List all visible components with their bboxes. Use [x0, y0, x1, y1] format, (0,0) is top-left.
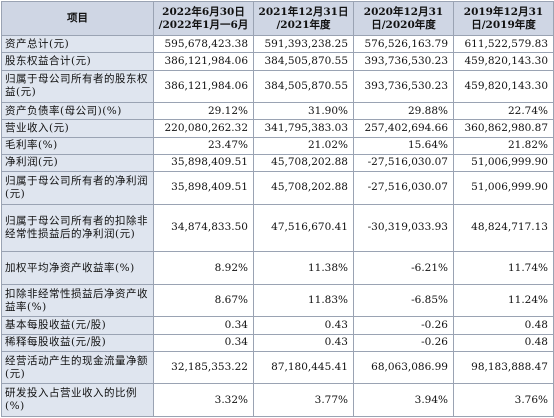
- row-label: 资产负债率(母公司)(%): [1, 102, 154, 121]
- table-row: 研发投入占营业收入的比例(%) 3.32% 3.77% 3.94% 3.76%: [1, 383, 554, 417]
- header-2020: 2020年12月31 日/2020年度: [353, 1, 454, 36]
- cell-value: -27,516,030.07: [353, 153, 454, 173]
- row-label: 研发投入占营业收入的比例(%): [1, 383, 154, 417]
- cell-value: 8.92%: [153, 251, 254, 285]
- table-row: 加权平均净资产收益率(%) 8.92% 11.38% -6.21% 11.74%: [1, 251, 554, 285]
- cell-value: 47,516,670.41: [253, 203, 354, 253]
- cell-value: 3.94%: [353, 383, 454, 417]
- cell-value: -6.21%: [353, 251, 454, 285]
- cell-value: 98,183,888.47: [453, 350, 554, 385]
- cell-value: 0.48: [453, 333, 554, 352]
- cell-value: 34,874,833.50: [153, 203, 254, 253]
- cell-value: 21.82%: [453, 136, 554, 155]
- cell-value: 11.74%: [453, 251, 554, 285]
- row-label: 归属于母公司所有者的扣除非经常性损益后的净利润(元): [1, 203, 154, 253]
- cell-value: 384,505,870.55: [253, 52, 354, 71]
- cell-value: 8.67%: [153, 283, 254, 318]
- table-row: 营业收入(元) 220,080,262.32 341,795,383.03 25…: [1, 119, 554, 138]
- cell-value: 35,898,409.51: [153, 171, 254, 205]
- cell-value: -27,516,030.07: [353, 171, 454, 205]
- cell-value: 11.24%: [453, 283, 554, 318]
- cell-value: 51,006,999.90: [453, 153, 554, 173]
- cell-value: -0.26: [353, 333, 454, 352]
- cell-value: -6.85%: [353, 283, 454, 318]
- table-row: 归属于母公司所有者的股东权益(元) 386,121,984.06 384,505…: [1, 69, 554, 104]
- cell-value: 29.88%: [353, 102, 454, 121]
- cell-value: 31.90%: [253, 102, 354, 121]
- cell-value: 595,678,423.38: [153, 34, 254, 54]
- row-label: 净利润(元): [1, 153, 154, 173]
- cell-value: 32,185,353.22: [153, 350, 254, 385]
- cell-value: 48,824,717.13: [453, 203, 554, 253]
- row-label: 扣除非经常性损益后净资产收益率(%): [1, 283, 154, 318]
- cell-value: 611,522,579.83: [453, 34, 554, 54]
- row-label: 归属于母公司所有者的股东权益(元): [1, 69, 154, 104]
- cell-value: 0.34: [153, 333, 254, 352]
- cell-value: 35,898,409.51: [153, 153, 254, 173]
- cell-value: 3.32%: [153, 383, 254, 417]
- table-row: 基本每股收益(元/股) 0.34 0.43 -0.26 0.48: [1, 316, 554, 335]
- cell-value: 459,820,143.30: [453, 52, 554, 71]
- table-row: 股东权益合计(元) 386,121,984.06 384,505,870.55 …: [1, 52, 554, 71]
- row-label: 营业收入(元): [1, 119, 154, 138]
- cell-value: 3.76%: [453, 383, 554, 417]
- table-row: 归属于母公司所有者的扣除非经常性损益后的净利润(元) 34,874,833.50…: [1, 203, 554, 253]
- cell-value: 0.34: [153, 316, 254, 335]
- table-row: 稀释每股收益(元/股) 0.34 0.43 -0.26 0.48: [1, 333, 554, 352]
- cell-value: 15.64%: [353, 136, 454, 155]
- table-row: 扣除非经常性损益后净资产收益率(%) 8.67% 11.83% -6.85% 1…: [1, 283, 554, 318]
- row-label: 加权平均净资产收益率(%): [1, 251, 154, 285]
- cell-value: -30,319,033.93: [353, 203, 454, 253]
- table-row: 毛利率(%) 23.47% 21.02% 15.64% 21.82%: [1, 136, 554, 155]
- row-label: 归属于母公司所有者的净利润(元): [1, 171, 154, 205]
- cell-value: 257,402,694.66: [353, 119, 454, 138]
- cell-value: 45,708,202.88: [253, 153, 354, 173]
- cell-value: 3.77%: [253, 383, 354, 417]
- table-row: 归属于母公司所有者的净利润(元) 35,898,409.51 45,708,20…: [1, 171, 554, 205]
- cell-value: 68,063,086.99: [353, 350, 454, 385]
- table-row: 资产负债率(母公司)(%) 29.12% 31.90% 29.88% 22.74…: [1, 102, 554, 121]
- header-row: 项目 2022年6月30日/2022年1月一6月 2021年12月31日/202…: [1, 1, 554, 36]
- cell-value: 576,526,163.79: [353, 34, 454, 54]
- cell-value: 386,121,984.06: [153, 52, 254, 71]
- header-2022h1: 2022年6月30日/2022年1月一6月: [153, 1, 254, 36]
- cell-value: -0.26: [353, 316, 454, 335]
- cell-value: 21.02%: [253, 136, 354, 155]
- cell-value: 220,080,262.32: [153, 119, 254, 138]
- header-2021: 2021年12月31日/2021年度: [253, 1, 354, 36]
- cell-value: 45,708,202.88: [253, 171, 354, 205]
- cell-value: 591,393,238.25: [253, 34, 354, 54]
- row-label: 稀释每股收益(元/股): [1, 333, 154, 352]
- cell-value: 384,505,870.55: [253, 69, 354, 104]
- cell-value: 341,795,383.03: [253, 119, 354, 138]
- table-row: 资产总计(元) 595,678,423.38 591,393,238.25 57…: [1, 34, 554, 54]
- cell-value: 360,862,980.87: [453, 119, 554, 138]
- cell-value: 0.48: [453, 316, 554, 335]
- row-label: 股东权益合计(元): [1, 52, 154, 71]
- header-item: 项目: [1, 1, 154, 36]
- cell-value: 11.38%: [253, 251, 354, 285]
- table-row: 经营活动产生的现金流量净额(元) 32,185,353.22 87,180,44…: [1, 350, 554, 385]
- row-label: 资产总计(元): [1, 34, 154, 54]
- cell-value: 386,121,984.06: [153, 69, 254, 104]
- cell-value: 11.83%: [253, 283, 354, 318]
- table-row: 净利润(元) 35,898,409.51 45,708,202.88 -27,5…: [1, 153, 554, 173]
- row-label: 基本每股收益(元/股): [1, 316, 154, 335]
- cell-value: 0.43: [253, 316, 354, 335]
- cell-value: 393,736,530.23: [353, 52, 454, 71]
- cell-value: 0.43: [253, 333, 354, 352]
- cell-value: 87,180,445.41: [253, 350, 354, 385]
- cell-value: 459,820,143.30: [453, 69, 554, 104]
- header-2019: 2019年12月31 日/2019年度: [453, 1, 554, 36]
- row-label: 经营活动产生的现金流量净额(元): [1, 350, 154, 385]
- row-label: 毛利率(%): [1, 136, 154, 155]
- cell-value: 23.47%: [153, 136, 254, 155]
- cell-value: 51,006,999.90: [453, 171, 554, 205]
- cell-value: 29.12%: [153, 102, 254, 121]
- cell-value: 393,736,530.23: [353, 69, 454, 104]
- cell-value: 22.74%: [453, 102, 554, 121]
